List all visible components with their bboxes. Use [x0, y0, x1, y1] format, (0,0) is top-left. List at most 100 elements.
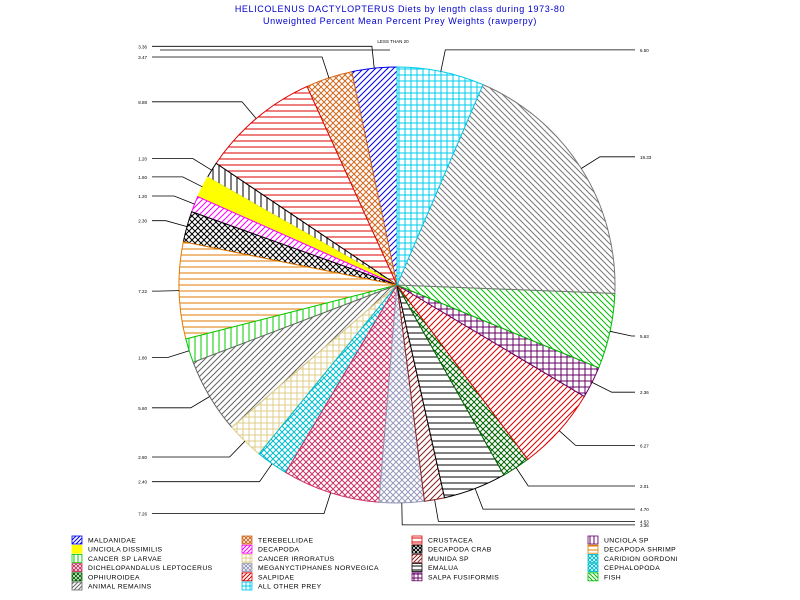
legend-label: OPHIUROIDEA	[88, 574, 140, 581]
legend-item-meganyctiphanes-norvegica: MEGANYCTIPHANES NORVEGICA	[241, 563, 379, 572]
label-leader	[401, 502, 635, 526]
label-leader	[152, 176, 203, 188]
legend-label: SALPIDAE	[258, 574, 295, 581]
legend-swatch	[587, 554, 599, 563]
slice-value-label: 2.30	[138, 219, 147, 224]
legend-item-dichelopandalus-leptocerus: DICHELOPANDALUS LEPTOCERUS	[71, 563, 212, 572]
legend-label: MUNIDA SP	[428, 556, 469, 563]
legend-item-decapoda: DECAPODA	[241, 544, 299, 554]
label-leader	[152, 463, 273, 483]
legend-swatch	[411, 572, 423, 582]
legend-label: DECAPODA CRAB	[428, 547, 492, 554]
label-leader	[152, 101, 257, 119]
legend-item-terebellidae: TEREBELLIDAE	[241, 535, 313, 545]
slice-value-label: 1.60	[138, 175, 147, 180]
label-leader	[591, 382, 635, 393]
legend-swatch	[241, 563, 253, 572]
legend-swatch	[71, 581, 83, 591]
legend-label: CANCER IRRORATUS	[258, 556, 335, 563]
chart-subtitle: Unweighted Percent Mean Percent Prey Wei…	[263, 16, 537, 26]
legend-label: SALPA FUSIFORMIS	[428, 574, 499, 581]
legend-label: DECAPODA	[258, 547, 299, 554]
slice-value-label: 4.70	[640, 507, 649, 512]
slice-value-label: 2.01	[640, 484, 649, 489]
label-leader	[152, 220, 188, 227]
legend-item-cancer-irroratus: CANCER IRRORATUS	[241, 554, 335, 563]
slice-value-label: 1.80	[138, 355, 147, 360]
legend-swatch	[411, 544, 423, 554]
slice-value-label: 3.47	[138, 55, 147, 60]
slice-value-label: 2.40	[138, 480, 147, 485]
legend-swatch	[241, 572, 253, 582]
legend-item-unciola-dissimilis: UNCIOLA DISSIMILIS	[71, 544, 162, 554]
legend-item-animal-remains: ANIMAL REMAINS	[71, 581, 152, 591]
chart-title: HELICOLENUS DACTYLOPTERUS Diets by lengt…	[234, 4, 566, 14]
label-leader	[609, 330, 635, 337]
slice-value-label: 5.63	[640, 334, 649, 339]
label-leader	[152, 195, 195, 205]
slice-value-label: 4.53	[640, 519, 649, 524]
pie-slice-dichelopandalus-leptocerus	[285, 284, 398, 503]
legend-item-crustacea: CRUSTACEA	[411, 535, 473, 545]
legend-swatch	[587, 544, 599, 554]
legend-swatch	[71, 544, 83, 554]
legend: MALDANIDAE UNCIOLA DISSIMILIS CANCER SP LA…	[71, 535, 678, 591]
legend-swatch	[587, 563, 599, 572]
slice-labels: 3.36 3.47 8.88 1.20 1.60 1.20 2.30 7.22 1.80 5.60…	[138, 39, 652, 528]
legend-label: MALDANIDAE	[88, 538, 136, 545]
legend-item-fish: FISH	[587, 572, 621, 582]
label-leader	[515, 467, 635, 487]
legend-swatch	[241, 554, 253, 563]
label-leader	[440, 49, 635, 72]
slice-value-label: 19.33	[640, 155, 652, 160]
slice-value-label: 6.27	[640, 443, 649, 448]
legend-label: DECAPODA SHRIMP	[604, 547, 676, 554]
legend-swatch	[71, 563, 83, 572]
legend-label: CEPHALOPODA	[604, 565, 660, 572]
legend-swatch	[71, 572, 83, 582]
legend-item-maldanidae: MALDANIDAE	[71, 535, 136, 545]
legend-item-salpidae: SALPIDAE	[241, 572, 295, 582]
legend-label: MEGANYCTIPHANES NORVEGICA	[258, 565, 379, 572]
slice-value-label: 7.26	[138, 512, 147, 517]
legend-label: ANIMAL REMAINS	[88, 584, 152, 591]
legend-item-salpa-fusiformis: SALPA FUSIFORMIS	[411, 572, 499, 582]
legend-swatch	[587, 535, 599, 545]
legend-swatch	[241, 535, 253, 545]
legend-label: CRUSTACEA	[428, 538, 473, 545]
legend-swatch	[411, 535, 423, 545]
legend-label: FISH	[604, 574, 621, 581]
legend-swatch	[241, 581, 253, 591]
label-leader	[152, 45, 375, 69]
slice-value-label: 2.36	[640, 390, 649, 395]
legend-item-decapoda-shrimp: DECAPODA SHRIMP	[587, 544, 676, 554]
legend-item-decapoda-crab: DECAPODA CRAB	[411, 544, 492, 554]
legend-item-unciola-sp: UNCIOLA SP	[587, 535, 649, 545]
slice-value-label: 1.20	[138, 157, 147, 162]
legend-swatch	[71, 554, 83, 563]
legend-item-ophiuroidea: OPHIUROIDEA	[71, 572, 140, 582]
legend-item-all-other-prey: ALL OTHER PREY	[241, 581, 322, 591]
pie-slices	[178, 66, 616, 504]
legend-swatch	[587, 572, 599, 582]
label-leader	[152, 290, 180, 292]
top-label: LESS THAN 20	[377, 39, 409, 44]
legend-label: UNCIOLA DISSIMILIS	[88, 547, 162, 554]
legend-label: ALL OTHER PREY	[258, 584, 322, 591]
label-leader	[152, 440, 246, 458]
legend-label: CANCER SP LARVAE	[88, 556, 162, 563]
legend-label: EMALUA	[428, 565, 458, 572]
label-leader	[152, 56, 330, 79]
label-leader	[152, 158, 212, 171]
legend-item-cephalopoda: CEPHALOPODA	[587, 563, 660, 572]
label-leader	[152, 350, 190, 358]
label-leader	[434, 499, 635, 522]
label-leader	[474, 488, 635, 510]
legend-label: CARIDION GORDONI	[604, 556, 678, 563]
slice-value-label: 3.36	[640, 523, 649, 528]
label-leaders	[152, 45, 635, 526]
legend-label: UNCIOLA SP	[604, 538, 649, 545]
label-leader	[152, 396, 210, 409]
